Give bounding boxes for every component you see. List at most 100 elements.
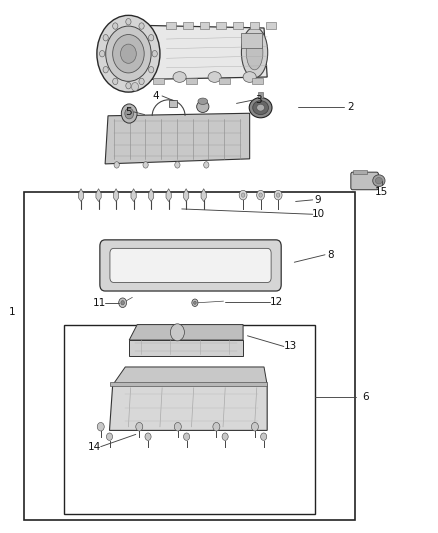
Circle shape [259, 193, 262, 197]
Circle shape [103, 67, 108, 73]
Circle shape [143, 161, 148, 168]
FancyBboxPatch shape [100, 240, 281, 291]
Bar [250, 22, 259, 29]
Bar [266, 22, 276, 29]
Circle shape [192, 299, 198, 306]
Bar [186, 78, 197, 84]
Bar [252, 78, 263, 84]
FancyBboxPatch shape [351, 172, 378, 190]
Circle shape [113, 78, 118, 85]
Bar [219, 78, 230, 84]
Ellipse shape [375, 177, 382, 184]
Circle shape [222, 433, 228, 440]
Polygon shape [184, 189, 189, 201]
Circle shape [99, 51, 105, 57]
Bar [110, 382, 267, 386]
Bar [200, 22, 209, 29]
Circle shape [194, 301, 196, 304]
Text: 2: 2 [347, 102, 354, 111]
Circle shape [239, 190, 247, 200]
Ellipse shape [243, 71, 256, 82]
Bar [24, 192, 355, 520]
Circle shape [97, 423, 104, 431]
Ellipse shape [373, 175, 385, 187]
Circle shape [103, 35, 108, 41]
Text: 8: 8 [327, 250, 334, 260]
Circle shape [131, 83, 138, 91]
Bar [166, 22, 176, 29]
Bar [241, 33, 262, 48]
Polygon shape [201, 189, 206, 201]
Ellipse shape [257, 104, 265, 111]
Circle shape [274, 190, 282, 200]
Polygon shape [148, 189, 154, 201]
Polygon shape [129, 340, 243, 356]
Text: 6: 6 [362, 392, 369, 402]
Ellipse shape [197, 101, 209, 112]
Circle shape [113, 35, 144, 73]
Circle shape [175, 161, 180, 168]
Polygon shape [131, 189, 136, 201]
Circle shape [213, 423, 220, 431]
Bar [353, 170, 367, 174]
Circle shape [113, 23, 118, 29]
Circle shape [241, 193, 245, 197]
Text: 1: 1 [8, 307, 15, 317]
Bar [183, 22, 193, 29]
Circle shape [106, 26, 151, 82]
Polygon shape [113, 367, 267, 385]
Circle shape [125, 108, 134, 119]
Ellipse shape [241, 27, 268, 78]
Ellipse shape [173, 71, 186, 82]
Text: 9: 9 [314, 195, 321, 205]
Text: 3: 3 [255, 95, 262, 105]
Circle shape [152, 51, 157, 57]
Circle shape [148, 35, 154, 41]
Polygon shape [78, 189, 84, 201]
Circle shape [148, 67, 154, 73]
Circle shape [184, 433, 190, 440]
Text: 5: 5 [125, 107, 132, 117]
Text: 14: 14 [88, 442, 101, 451]
Ellipse shape [208, 71, 221, 82]
Polygon shape [96, 189, 101, 201]
Circle shape [119, 298, 127, 308]
Circle shape [139, 23, 144, 29]
Bar [153, 78, 164, 84]
Circle shape [276, 193, 280, 197]
Text: 11: 11 [92, 298, 106, 308]
Bar [169, 100, 177, 107]
Circle shape [170, 324, 184, 341]
Circle shape [174, 423, 181, 431]
Circle shape [97, 15, 160, 92]
Circle shape [121, 301, 124, 305]
Text: 15: 15 [375, 187, 389, 197]
Ellipse shape [253, 101, 268, 115]
Circle shape [139, 78, 144, 85]
Bar [233, 22, 243, 29]
Circle shape [114, 161, 119, 168]
Circle shape [145, 433, 151, 440]
Bar [216, 22, 226, 29]
Ellipse shape [198, 98, 208, 104]
Circle shape [257, 190, 265, 200]
Text: 12: 12 [269, 297, 283, 307]
Ellipse shape [249, 98, 272, 118]
Circle shape [126, 83, 131, 89]
Polygon shape [113, 189, 119, 201]
Bar [258, 92, 263, 98]
Circle shape [261, 433, 267, 440]
Circle shape [120, 44, 136, 63]
Bar [64, 325, 315, 514]
Circle shape [251, 423, 258, 431]
Ellipse shape [246, 35, 263, 70]
Circle shape [204, 161, 209, 168]
Polygon shape [166, 189, 171, 201]
Circle shape [136, 423, 143, 431]
Text: 4: 4 [152, 91, 159, 101]
Circle shape [121, 104, 137, 123]
Polygon shape [110, 385, 267, 431]
Polygon shape [129, 325, 243, 340]
Text: 13: 13 [283, 342, 297, 351]
Text: 10: 10 [311, 209, 325, 219]
